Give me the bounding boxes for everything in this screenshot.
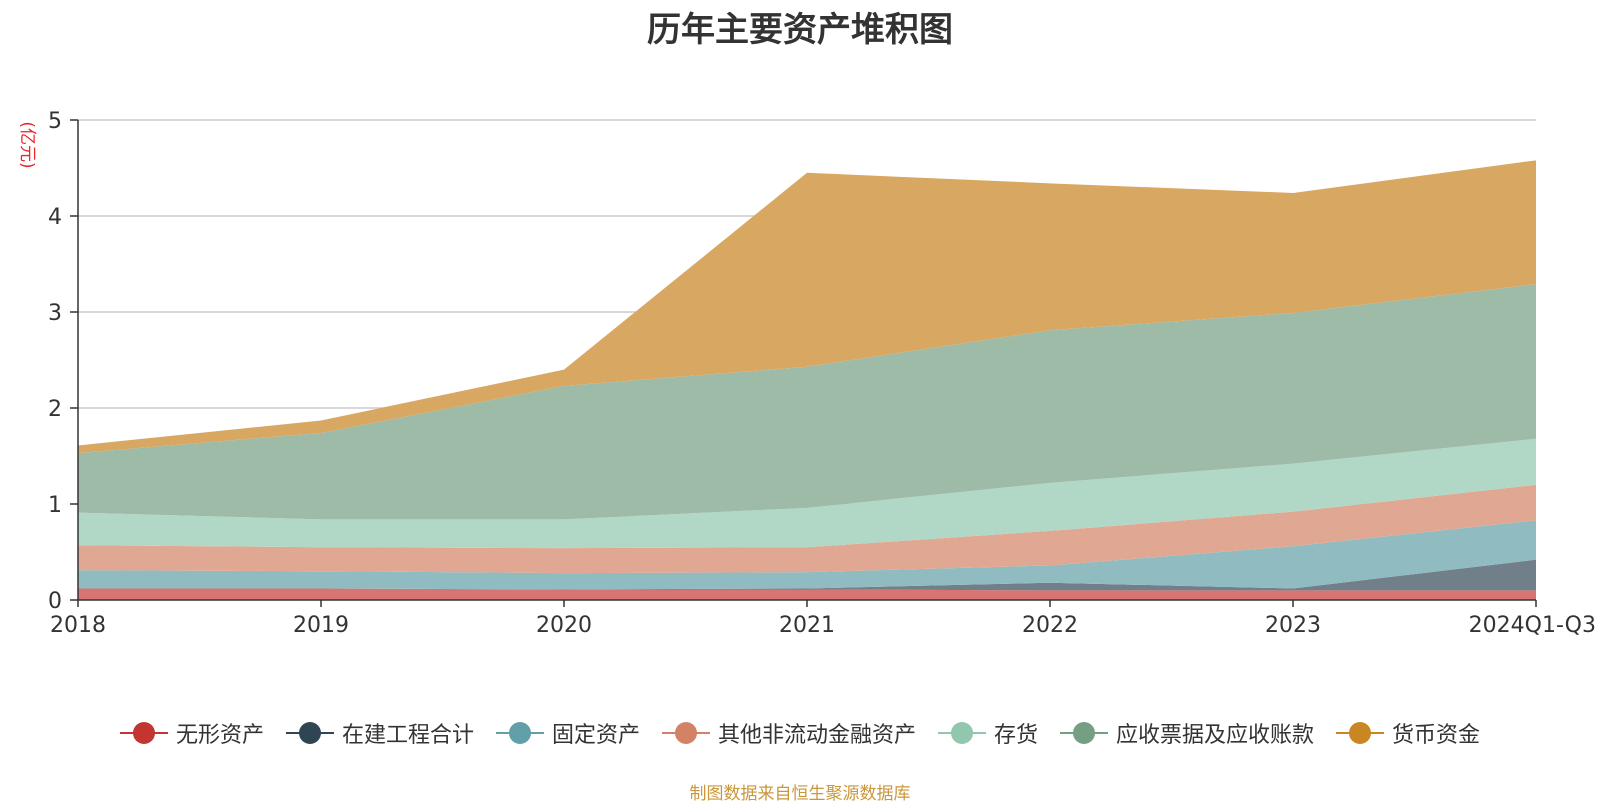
legend-marker-icon xyxy=(1060,720,1109,746)
legend-marker-icon xyxy=(1336,720,1385,746)
legend-item[interactable]: 应收票据及应收账款 xyxy=(1060,717,1314,749)
series-2-area xyxy=(78,559,1536,591)
x-tick-label: 2018 xyxy=(50,613,106,638)
legend-label: 其他非流动金融资产 xyxy=(717,723,916,748)
series-5-area xyxy=(78,438,1536,549)
y-tick-label: 5 xyxy=(48,109,62,134)
y-tick-label: 3 xyxy=(48,301,62,326)
legend-item[interactable]: 无形资产 xyxy=(119,717,264,749)
legend-marker-icon xyxy=(119,720,168,746)
chart-title: 历年主要资产堆积图 xyxy=(647,10,953,50)
legend-label: 应收票据及应收账款 xyxy=(1116,723,1315,748)
series-1-area xyxy=(78,588,1536,600)
axes: 0 1 2 3 4 5 2018 2019 2020 2021 2022 2023 2024Q1-Q3 xyxy=(48,109,1596,638)
legend-item[interactable]: 固定资产 xyxy=(495,717,640,749)
y-tick-label: 4 xyxy=(48,205,62,230)
x-tick-label: 2023 xyxy=(1265,613,1321,638)
legend-item[interactable]: 在建工程合计 xyxy=(285,717,474,749)
y-axis-unit-label: (亿元) xyxy=(17,121,37,168)
area-series xyxy=(78,160,1536,600)
legend-marker-icon xyxy=(285,720,334,746)
x-tick-label: 2021 xyxy=(779,613,835,638)
legend-marker-icon xyxy=(661,720,710,746)
legend-label: 无形资产 xyxy=(175,723,264,748)
legend-label: 货币资金 xyxy=(1392,723,1481,748)
legend-marker-icon xyxy=(938,720,986,746)
x-tick-label: 2019 xyxy=(293,613,349,638)
legend-label: 固定资产 xyxy=(551,723,640,748)
legend-item[interactable]: 货币资金 xyxy=(1336,717,1480,749)
x-tick-label: 2022 xyxy=(1022,613,1078,638)
series-7-area xyxy=(78,160,1536,454)
legend-label: 在建工程合计 xyxy=(341,723,474,748)
series-3-area xyxy=(78,520,1536,590)
x-tick-label: 2024Q1-Q3 xyxy=(1469,613,1596,638)
series-6-area xyxy=(78,284,1536,520)
y-tick-label: 2 xyxy=(48,397,62,422)
chart-legend: 无形资产 在建工程合计 固定资产 其他非流动金融资产 存货 应收票据及应收账款 货币资金 xyxy=(0,717,1600,749)
legend-marker-icon xyxy=(495,720,544,746)
x-tick-label: 2020 xyxy=(536,613,592,638)
y-tick-label: 0 xyxy=(48,589,62,614)
legend-item[interactable]: 其他非流动金融资产 xyxy=(661,717,916,749)
y-tick-label: 1 xyxy=(48,493,62,518)
series-4-area xyxy=(78,484,1536,574)
legend-item[interactable]: 存货 xyxy=(938,717,1038,749)
source-note: 制图数据来自恒生聚源数据库 xyxy=(689,784,911,804)
legend-label: 存货 xyxy=(994,723,1039,748)
